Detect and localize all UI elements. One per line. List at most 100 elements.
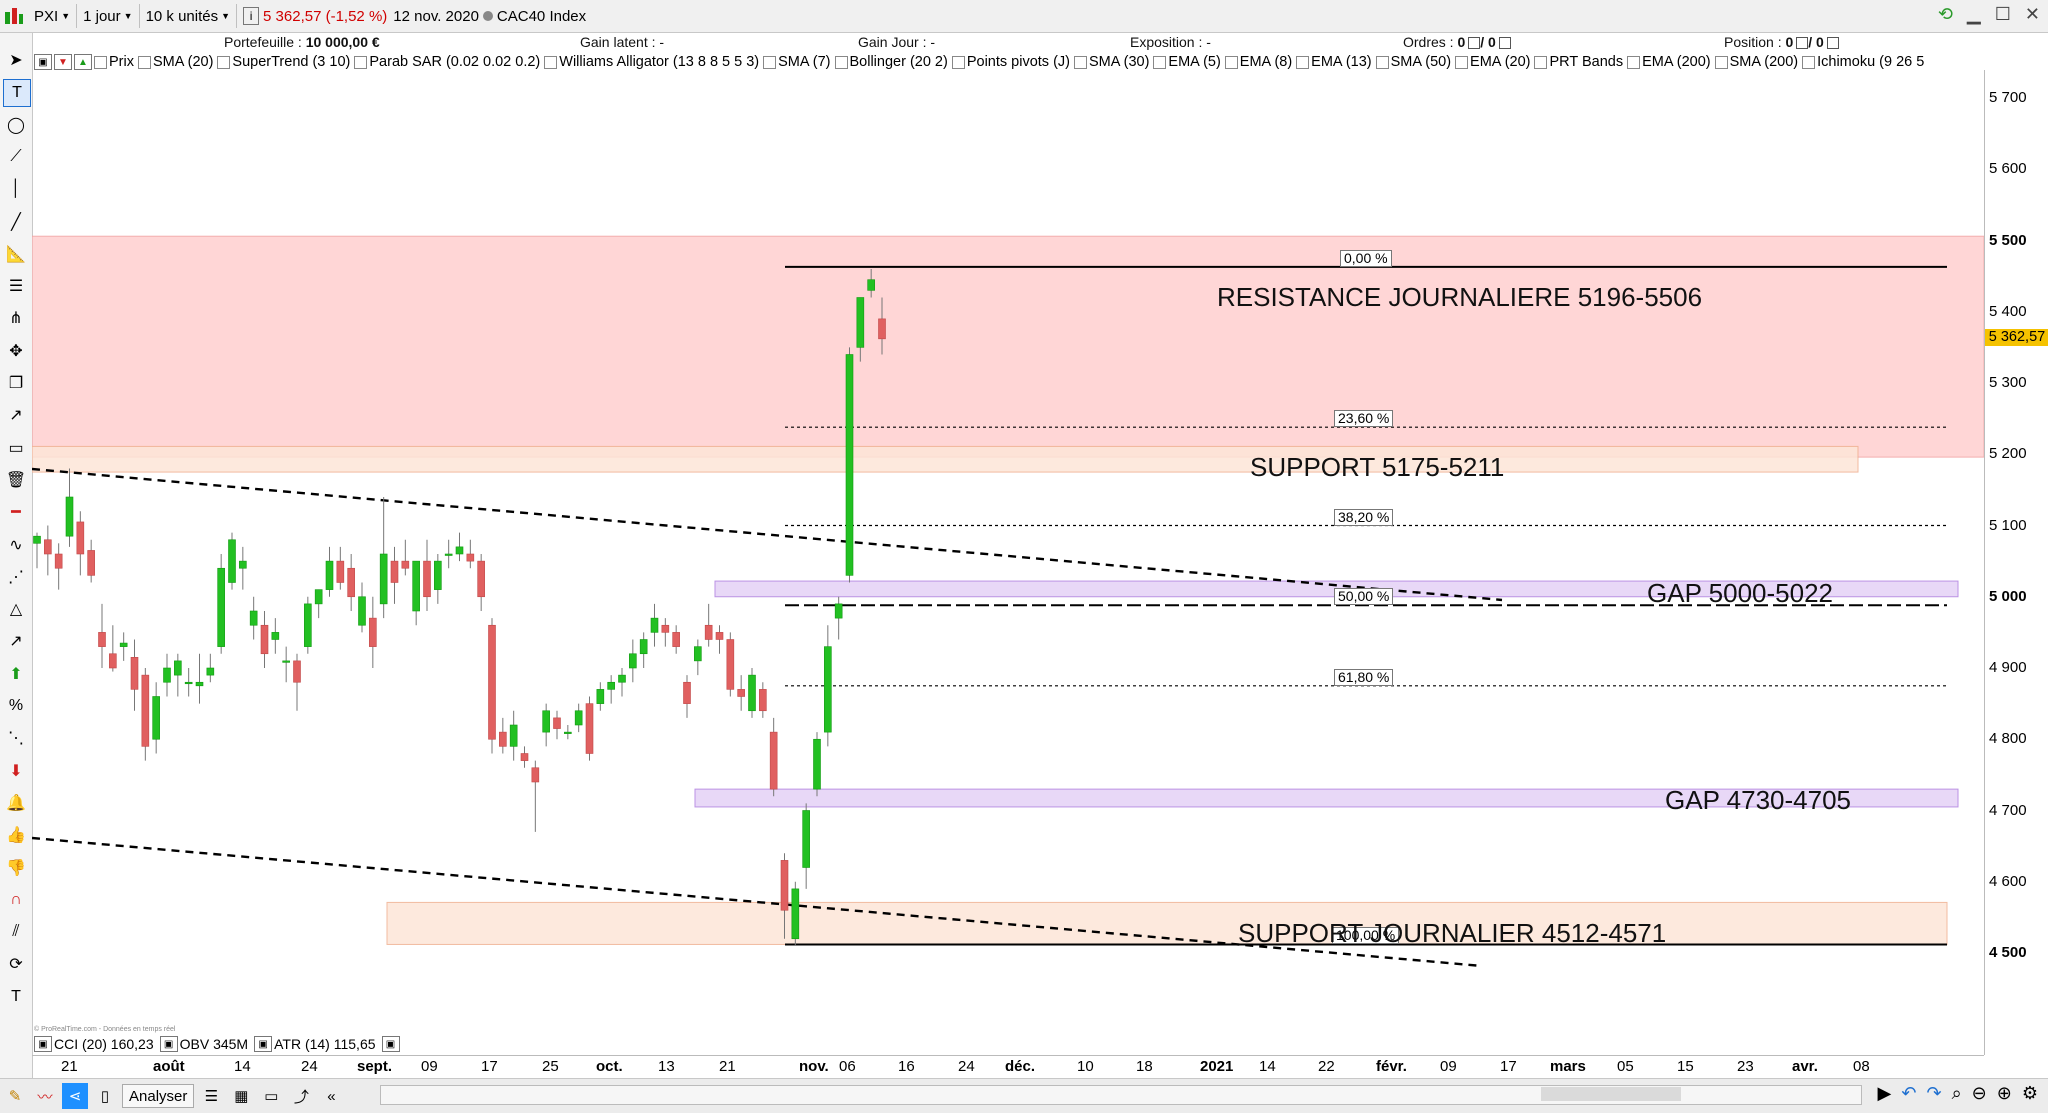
- indicator-checkbox[interactable]: [1534, 55, 1548, 69]
- magnet-icon[interactable]: ∩: [10, 890, 22, 908]
- play-icon[interactable]: ▶: [1877, 1083, 1892, 1103]
- indicator-toggle[interactable]: SMA (30): [1073, 54, 1149, 70]
- indicator-toggle[interactable]: Points pivots (J): [951, 54, 1070, 70]
- arrow-line-icon[interactable]: ↗: [9, 407, 23, 425]
- vertical-line-icon[interactable]: │: [11, 180, 21, 198]
- indicator-toggle[interactable]: PRT Bands: [1534, 54, 1623, 70]
- indicator-checkbox[interactable]: [94, 55, 107, 69]
- fibonacci-icon[interactable]: ☰: [8, 278, 24, 296]
- indicator-toggle[interactable]: Bollinger (20 2): [834, 54, 948, 70]
- up-arrow-icon[interactable]: ⬆: [9, 665, 23, 683]
- crosshair-icon[interactable]: ✥: [9, 342, 23, 360]
- ruler-icon[interactable]: 📐: [6, 245, 26, 263]
- zoom-out-icon[interactable]: ⊖: [1971, 1083, 1987, 1103]
- line-node-icon[interactable]: ⟋: [10, 147, 22, 165]
- indicator-checkbox[interactable]: [137, 55, 151, 69]
- indicator-toggle[interactable]: SMA (20): [137, 54, 213, 70]
- window-icon[interactable]: ▣: [34, 54, 52, 70]
- indicator-checkbox[interactable]: [1073, 55, 1087, 69]
- sync-icon[interactable]: ⟲: [1937, 4, 1953, 24]
- indicator-toggle[interactable]: Parab SAR (0.02 0.02 0.2): [354, 54, 540, 70]
- minimize-icon[interactable]: ▁: [1966, 4, 1981, 24]
- cci-indicator[interactable]: CCI (20) 160,23: [54, 1036, 154, 1052]
- indicator-toggle[interactable]: Prix: [94, 54, 134, 70]
- horizontal-line-icon[interactable]: ━: [11, 504, 21, 522]
- trendline-icon[interactable]: ╱: [11, 213, 21, 231]
- indicator-checkbox[interactable]: [544, 55, 558, 69]
- indicator-checkbox[interactable]: [834, 55, 848, 69]
- redo-icon[interactable]: ↷: [1926, 1083, 1942, 1103]
- down-arrow-icon[interactable]: ▼: [54, 54, 72, 70]
- indicator-checkbox[interactable]: [1627, 55, 1641, 69]
- indicator-checkbox[interactable]: [1802, 55, 1816, 69]
- text-tool-icon[interactable]: T: [11, 987, 21, 1005]
- scrollbar-thumb[interactable]: [1541, 1087, 1681, 1101]
- trash-icon[interactable]: 🗑: [5, 471, 27, 489]
- ellipse-icon[interactable]: ◯: [7, 116, 25, 134]
- waves-icon[interactable]: ∿: [9, 536, 23, 554]
- window-icon[interactable]: ▣: [381, 1036, 400, 1052]
- indicator-toggle[interactable]: SMA (200): [1714, 54, 1798, 70]
- atr-indicator[interactable]: ATR (14) 115,65: [274, 1036, 376, 1052]
- window-icon[interactable]: ▣: [34, 1036, 52, 1052]
- indicator-checkbox[interactable]: [1296, 55, 1310, 69]
- copy-icon[interactable]: ❐: [8, 375, 24, 392]
- window-icon[interactable]: ▣: [254, 1036, 273, 1052]
- rectangle-icon[interactable]: ▭: [8, 439, 24, 457]
- indicator-toggle[interactable]: Ichimoku (9 26 5: [1802, 54, 1924, 70]
- chart-canvas[interactable]: [31, 70, 1985, 1055]
- price-axis[interactable]: 5 362,57 5 700 5 600 5 500 5 400 5 300 5 200 5…: [1984, 70, 2048, 1055]
- up-arrow-icon[interactable]: ▲: [74, 54, 92, 70]
- analyser-button[interactable]: Analyser: [122, 1084, 195, 1108]
- indicator-toggle[interactable]: SMA (7): [763, 54, 831, 70]
- panel-icon[interactable]: ▯: [100, 1088, 110, 1105]
- indicator-checkbox[interactable]: [951, 55, 965, 69]
- indicator-checkbox[interactable]: [354, 55, 368, 69]
- indicator-toggle[interactable]: EMA (13): [1296, 54, 1372, 70]
- list-icon[interactable]: ☰: [204, 1088, 219, 1105]
- window-icon[interactable]: ▣: [159, 1036, 178, 1052]
- indicator-checkbox[interactable]: [763, 55, 777, 69]
- cycle-icon[interactable]: ⟳: [9, 956, 23, 974]
- period-selector[interactable]: 1 jour ▼: [77, 4, 140, 28]
- pointer-arrow-icon[interactable]: ↗: [9, 633, 23, 651]
- orders-checkbox[interactable]: [1468, 37, 1481, 50]
- indicator-toggle[interactable]: EMA (8): [1224, 54, 1292, 70]
- fibonacci-fan-icon[interactable]: ⋰: [8, 568, 24, 586]
- indicator-checkbox[interactable]: [1714, 55, 1728, 69]
- screen-icon[interactable]: ▭: [264, 1088, 279, 1105]
- symbol-selector[interactable]: PXI ▼: [28, 4, 78, 28]
- zoom-in-icon[interactable]: ⊕: [1996, 1083, 2012, 1103]
- percent-icon[interactable]: %: [8, 697, 24, 714]
- position-checkbox-2[interactable]: [1826, 37, 1839, 50]
- alert-bell-icon[interactable]: 🔔: [6, 794, 26, 812]
- position-checkbox[interactable]: [1796, 37, 1809, 50]
- indicator-checkbox[interactable]: [1224, 55, 1238, 69]
- export-icon[interactable]: ⤴: [293, 1088, 309, 1106]
- indicator-toggle[interactable]: EMA (20): [1455, 54, 1530, 70]
- indicator-toggle[interactable]: EMA (5): [1153, 54, 1221, 70]
- time-axis[interactable]: 21 août 14 24 sept. 09 17 25 oct. 13 21 nov. 06 16 24 d…: [32, 1055, 1984, 1078]
- zoom-fit-icon[interactable]: ⌕: [1951, 1083, 1962, 1103]
- info-icon[interactable]: i: [243, 7, 260, 25]
- obv-indicator[interactable]: OBV 345M: [179, 1036, 249, 1052]
- triangle-icon[interactable]: △: [9, 601, 23, 619]
- orders-checkbox-2[interactable]: [1498, 37, 1511, 50]
- indicator-checkbox[interactable]: [1455, 55, 1469, 69]
- indicator-checkbox[interactable]: [1153, 55, 1167, 69]
- calculator-icon[interactable]: ▦: [234, 1088, 249, 1105]
- thumbs-up-icon[interactable]: 👍: [6, 827, 26, 845]
- indicator-checkbox[interactable]: [217, 55, 231, 69]
- down-arrow-icon[interactable]: ⬇: [9, 762, 23, 780]
- undo-icon[interactable]: ↶: [1901, 1083, 1917, 1103]
- close-icon[interactable]: ✕: [2024, 4, 2040, 24]
- collapse-icon[interactable]: «: [327, 1087, 336, 1105]
- share-icon[interactable]: ⋖: [62, 1083, 88, 1109]
- cursor-icon[interactable]: ➤: [9, 52, 23, 69]
- pitchfork-icon[interactable]: ⋔: [9, 310, 23, 328]
- thumbs-down-icon[interactable]: 👎: [6, 859, 26, 877]
- maximize-icon[interactable]: ☐: [1994, 4, 2011, 24]
- settings-icon[interactable]: ⚙: [2021, 1083, 2038, 1103]
- text-icon[interactable]: T: [3, 79, 31, 108]
- parallel-lines-icon[interactable]: ⫽: [12, 923, 20, 941]
